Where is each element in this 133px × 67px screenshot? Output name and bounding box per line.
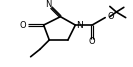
Text: O: O [107, 12, 114, 21]
Text: N: N [76, 21, 83, 30]
Text: O: O [89, 37, 95, 46]
Text: N: N [45, 0, 51, 9]
Text: O: O [19, 21, 26, 30]
